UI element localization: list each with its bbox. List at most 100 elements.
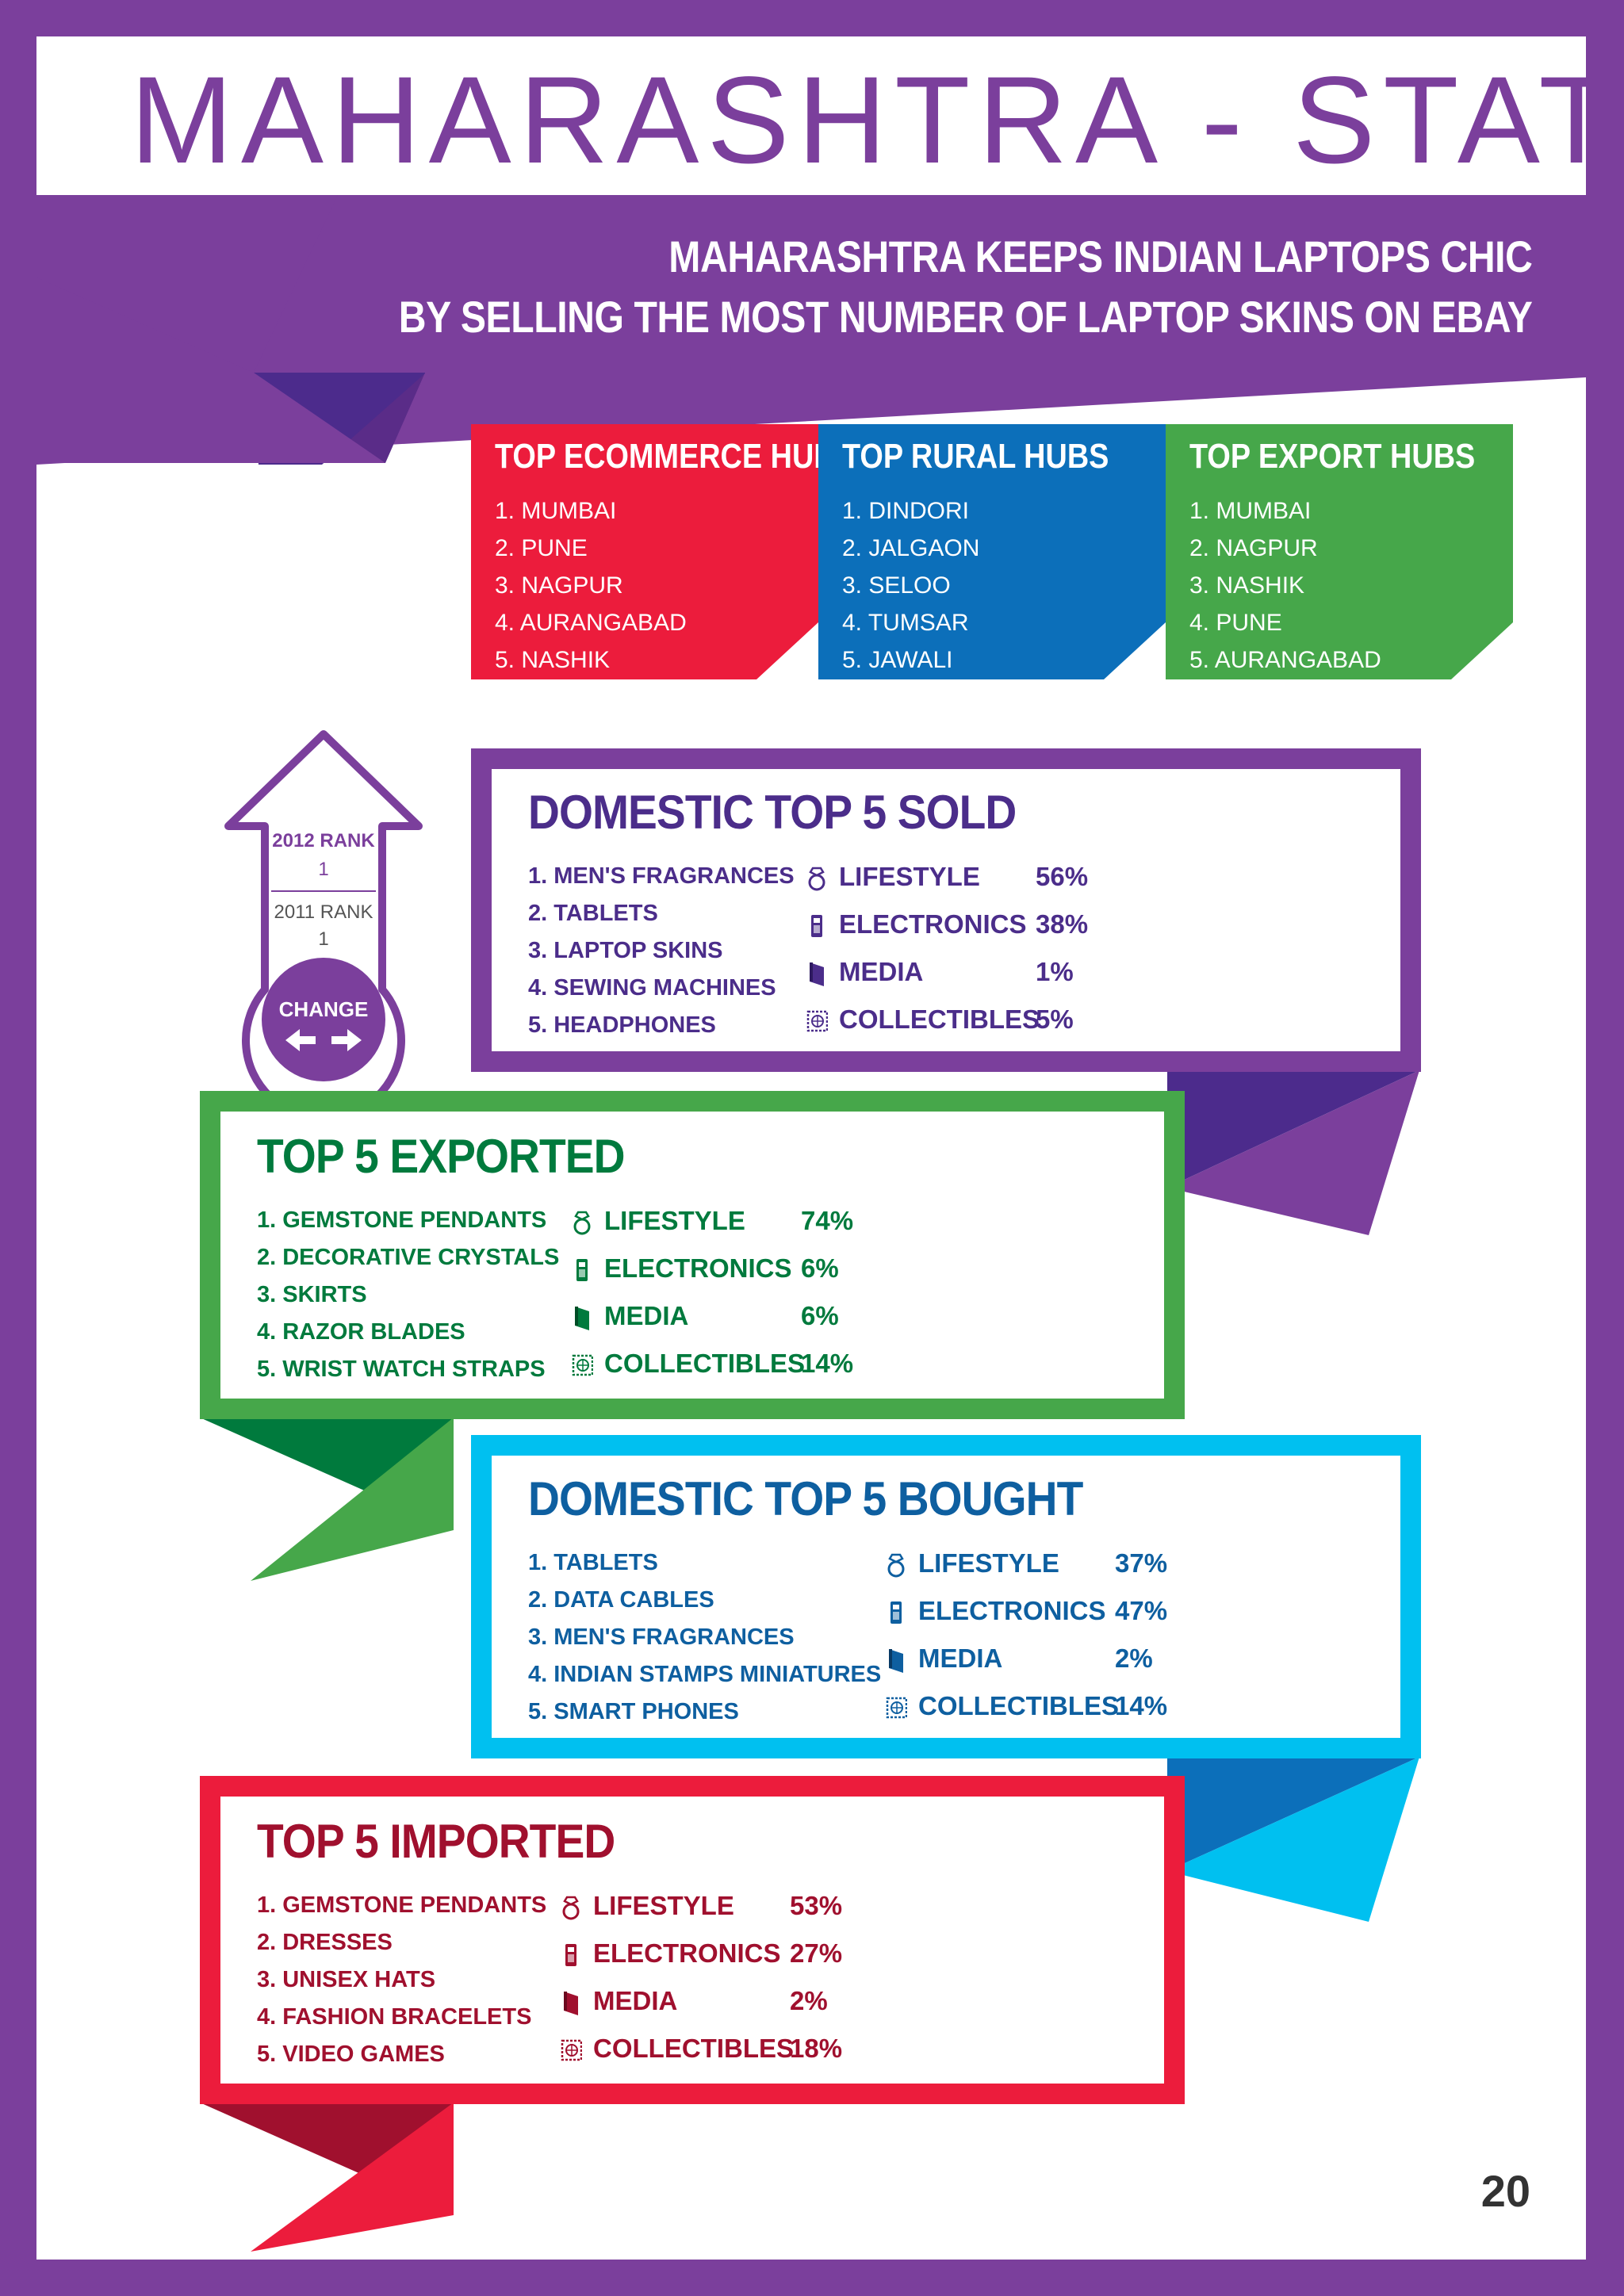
- category-row: MEDIA 2%: [885, 1635, 1170, 1682]
- stamp-icon: [560, 2037, 587, 2064]
- list-item: 4. SEWING MACHINES: [528, 975, 776, 1001]
- category-value: 6%: [801, 1301, 839, 1330]
- category-row: LIFESTYLE 74%: [571, 1197, 856, 1245]
- domestic-top5-sold-box: DOMESTIC TOP 5 SOLD 1. MEN'S FRAGRANCES …: [471, 748, 1421, 1072]
- section-title: TOP 5 IMPORTED: [257, 1815, 615, 1868]
- category-label: COLLECTIBLES: [593, 2034, 794, 2063]
- category-value: 37%: [1115, 1548, 1168, 1578]
- section-title: DOMESTIC TOP 5 BOUGHT: [528, 1472, 1083, 1525]
- hub-item: 3. NAGPUR: [495, 572, 623, 599]
- hub-item: 2. NAGPUR: [1189, 535, 1318, 561]
- list-item: 4. RAZOR BLADES: [257, 1319, 465, 1345]
- category-row: ELECTRONICS 47%: [885, 1587, 1170, 1635]
- rank-2012-value: 1: [318, 859, 328, 880]
- category-label: MEDIA: [604, 1301, 689, 1330]
- hub-item: 3. SELOO: [842, 572, 951, 599]
- ring-icon: [885, 1552, 912, 1578]
- category-value: 2%: [790, 1986, 828, 2015]
- change-label: CHANGE: [279, 997, 369, 1021]
- category-value: 53%: [790, 1891, 843, 1920]
- list-item: 1. GEMSTONE PENDANTS: [257, 1892, 547, 1918]
- rank-2011-label: 2011 RANK: [274, 901, 373, 923]
- rank-arrow: 2012 RANK 1 2011 RANK 1 CHANGE: [224, 730, 423, 1123]
- category-value: 18%: [790, 2034, 843, 2063]
- category-label: LIFESTYLE: [839, 862, 980, 891]
- list-item: 3. LAPTOP SKINS: [528, 938, 723, 963]
- list-item: 1. MEN'S FRAGRANCES: [528, 863, 795, 889]
- page-number: 20: [1480, 2166, 1530, 2216]
- hub-title: TOP RURAL HUBS: [842, 437, 1109, 476]
- category-value: 38%: [1036, 909, 1089, 939]
- stamp-icon: [885, 1694, 912, 1721]
- category-value: 27%: [790, 1938, 843, 1968]
- left-right-arrows-icon: [285, 1029, 362, 1051]
- category-value: 14%: [801, 1349, 854, 1378]
- list-item: 2. TABLETS: [528, 901, 658, 926]
- list-item: 4. INDIAN STAMPS MINIATURES: [528, 1662, 882, 1687]
- category-label: COLLECTIBLES: [604, 1349, 805, 1378]
- top5-exported-box: TOP 5 EXPORTED 1. GEMSTONE PENDANTS 2. D…: [200, 1091, 1185, 1419]
- ring-icon: [560, 1894, 587, 1921]
- category-label: MEDIA: [918, 1644, 1003, 1673]
- category-value: 56%: [1036, 862, 1089, 891]
- category-value: 2%: [1115, 1644, 1153, 1673]
- hub-item: 5. AURANGABAD: [1189, 647, 1381, 673]
- phone-icon: [571, 1257, 598, 1284]
- hub-item: 1. MUMBAI: [1189, 498, 1312, 524]
- hub-item: 5. JAWALI: [842, 647, 953, 673]
- banner-headline: MAHARASHTRA KEEPS INDIAN LAPTOPS CHIC BY…: [398, 227, 1532, 347]
- stamp-icon: [571, 1352, 598, 1379]
- list-item: 1. GEMSTONE PENDANTS: [257, 1207, 547, 1233]
- category-row: ELECTRONICS 6%: [571, 1245, 856, 1292]
- category-row: ELECTRONICS 38%: [806, 901, 1091, 948]
- hub-item: 2. JALGAON: [842, 535, 980, 561]
- book-icon: [571, 1304, 598, 1331]
- category-label: LIFESTYLE: [604, 1206, 745, 1235]
- list-item: 5. HEADPHONES: [528, 1012, 716, 1038]
- category-value: 47%: [1115, 1596, 1168, 1625]
- banner-line-1: MAHARASHTRA KEEPS INDIAN LAPTOPS CHIC: [668, 232, 1533, 281]
- list-item: 3. UNISEX HATS: [257, 1967, 436, 1992]
- category-row: COLLECTIBLES 18%: [560, 2025, 845, 2072]
- category-label: ELECTRONICS: [593, 1938, 781, 1968]
- section-title: DOMESTIC TOP 5 SOLD: [528, 786, 1017, 839]
- hub-item: 1. DINDORI: [842, 498, 970, 524]
- list-item: 2. DECORATIVE CRYSTALS: [257, 1245, 560, 1270]
- book-icon: [806, 960, 833, 987]
- section-title: TOP 5 EXPORTED: [257, 1130, 626, 1183]
- ring-icon: [571, 1209, 598, 1236]
- hub-item: 4. PUNE: [1189, 610, 1282, 636]
- list-item: 2. DRESSES: [257, 1930, 393, 1955]
- ring-icon: [806, 865, 833, 892]
- stamp-icon: [806, 1008, 833, 1035]
- list-item: 5. WRIST WATCH STRAPS: [257, 1357, 546, 1382]
- category-label: ELECTRONICS: [918, 1596, 1106, 1625]
- category-label: MEDIA: [839, 957, 924, 986]
- category-row: MEDIA 6%: [571, 1292, 856, 1340]
- page-title: MAHARASHTRA - STATE: [130, 52, 1586, 189]
- category-row: COLLECTIBLES 14%: [571, 1340, 856, 1387]
- category-label: LIFESTYLE: [593, 1891, 734, 1920]
- list-item: 2. DATA CABLES: [528, 1587, 714, 1613]
- category-value: 5%: [1036, 1004, 1074, 1034]
- content-area: MAHARASHTRA - STATE MAHARASHTRA KEEPS IN…: [36, 36, 1586, 2260]
- category-value: 6%: [801, 1253, 839, 1283]
- category-row: MEDIA 2%: [560, 1977, 845, 2025]
- domestic-top5-bought-box: DOMESTIC TOP 5 BOUGHT 1. TABLETS 2. DATA…: [471, 1435, 1421, 1758]
- ecommerce-hubs-panel: TOP ECOMMERCE HUBS 1. MUMBAI 2. PUNE 3. …: [471, 424, 856, 679]
- category-row: COLLECTIBLES 14%: [885, 1682, 1170, 1730]
- hub-item: 5. NASHIK: [495, 647, 611, 673]
- hub-item: 1. MUMBAI: [495, 498, 617, 524]
- list-item: 1. TABLETS: [528, 1550, 658, 1575]
- phone-icon: [806, 913, 833, 939]
- category-label: MEDIA: [593, 1986, 678, 2015]
- list-item: 5. VIDEO GAMES: [257, 2042, 445, 2067]
- hub-title: TOP ECOMMERCE HUBS: [495, 437, 856, 476]
- category-label: COLLECTIBLES: [839, 1004, 1040, 1034]
- hub-item: 2. PUNE: [495, 535, 588, 561]
- list-item: 4. FASHION BRACELETS: [257, 2004, 532, 2030]
- hub-title: TOP EXPORT HUBS: [1189, 437, 1476, 476]
- hub-item: 4. AURANGABAD: [495, 610, 687, 636]
- category-row: COLLECTIBLES 5%: [806, 996, 1091, 1043]
